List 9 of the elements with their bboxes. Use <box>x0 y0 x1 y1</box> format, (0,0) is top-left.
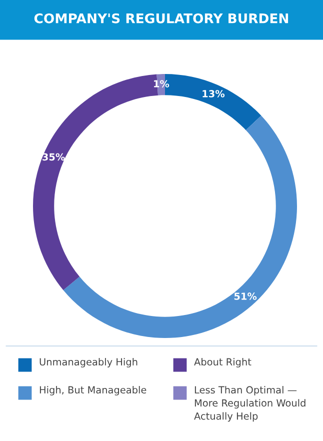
data-label: 51% <box>234 292 257 300</box>
legend-label: High, But Manageable <box>40 386 146 396</box>
chart-title: COMPANY'S REGULATORY BURDEN <box>34 13 288 24</box>
donut-slice <box>63 116 297 338</box>
legend-label: About Right <box>194 358 252 368</box>
data-label: 13% <box>202 90 225 98</box>
data-label: 35% <box>42 153 65 161</box>
legend-label: Unmanageably High <box>40 358 138 368</box>
legend-label: Less Than Optimal — More Regulation Would Actually Help <box>194 386 306 422</box>
